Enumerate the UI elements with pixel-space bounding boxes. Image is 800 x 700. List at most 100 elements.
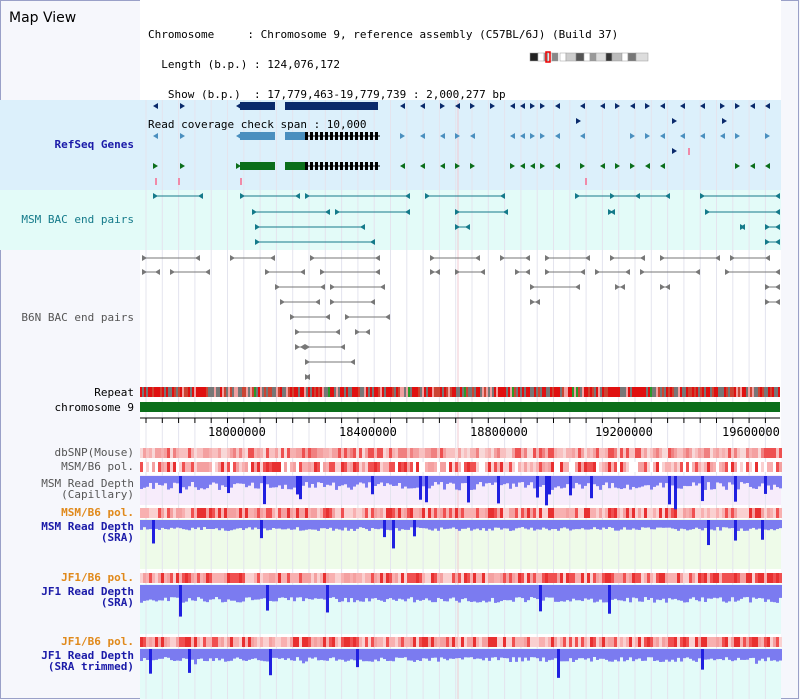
depth-bar-jf1-trim (320, 649, 323, 661)
pol-cell (311, 573, 314, 583)
snp-tick (585, 178, 587, 185)
repeat-segment (206, 387, 208, 397)
ideogram-band (627, 52, 637, 62)
gene-arrow (700, 103, 705, 109)
repeat-segment (660, 387, 662, 397)
track-label-refseq[interactable]: RefSeq Genes (54, 138, 134, 151)
depth-bar-jf1-sra (551, 585, 554, 598)
depth-bar-capillary (374, 476, 377, 486)
pol-cell (197, 462, 200, 472)
pol-cell (545, 508, 548, 518)
depth-bar-jf1-sra (302, 585, 305, 602)
dbsnp-cell (611, 448, 614, 458)
depth-bar-capillary (239, 476, 242, 484)
depth-bar-msm-sra (593, 520, 596, 528)
repeat-segment (224, 387, 226, 397)
dbsnp-cell (344, 448, 347, 458)
depth-bar-jf1-trim (230, 649, 233, 661)
depth-bar-jf1-trim (293, 649, 296, 661)
repeat-segment (176, 387, 178, 397)
depth-bar-msm-sra (485, 520, 488, 531)
dbsnp-cell (659, 448, 662, 458)
pol-cell (449, 637, 452, 647)
depth-bar-capillary (380, 476, 383, 483)
depth-bar-capillary (611, 476, 614, 484)
depth-bar-jf1-trim (752, 649, 755, 658)
gene-arrow (540, 163, 545, 169)
depth-bar-jf1-trim (632, 649, 635, 662)
repeat-segment (446, 387, 448, 397)
depth-bar-jf1-sra (197, 585, 200, 598)
pol-cell (629, 508, 632, 518)
gene-arrow (765, 299, 770, 305)
pol-cell (614, 637, 617, 647)
pol-cell (446, 637, 449, 647)
pol-cell (281, 462, 284, 472)
depth-bar-jf1-trim (248, 649, 251, 660)
gene-arrow (520, 163, 525, 169)
dbsnp-cell (374, 448, 377, 458)
depth-bar-jf1-trim (584, 649, 587, 660)
track-label-jf1-depth-sra: JF1 Read Depth (SRA) (41, 585, 134, 609)
repeat-segment (696, 387, 698, 397)
pol-cell (479, 508, 482, 518)
pol-cell (776, 462, 779, 472)
depth-bar-capillary (668, 476, 671, 505)
pol-cell (680, 462, 683, 472)
pol-cell (494, 573, 497, 583)
dbsnp-cell (473, 448, 476, 458)
pol-cell (428, 462, 431, 472)
repeat-segment (430, 387, 432, 397)
depth-bar-capillary (773, 476, 776, 485)
depth-bar-capillary (761, 476, 764, 484)
pol-cell (275, 637, 278, 647)
depth-bar-capillary (695, 476, 698, 486)
pol-cell (377, 573, 380, 583)
pol-cell (746, 508, 749, 518)
depth-bar-capillary (620, 476, 623, 490)
pol-cell (371, 573, 374, 583)
depth-bar-jf1-sra (182, 585, 185, 603)
pol-cell (692, 573, 695, 583)
gene-arrow (730, 255, 735, 261)
depth-bar-msm-sra (170, 520, 173, 528)
depth-bar-jf1-trim (188, 649, 191, 673)
pol-cell (161, 508, 164, 518)
repeat-segment (158, 387, 160, 397)
pol-cell (407, 462, 410, 472)
gene-arrow (620, 284, 625, 290)
pol-cell (449, 573, 452, 583)
pol-cell (611, 573, 614, 583)
repeat-segment (334, 387, 336, 397)
pol-cell (164, 508, 167, 518)
pol-cell (728, 637, 731, 647)
depth-bar-capillary (692, 476, 695, 483)
pol-cell (584, 573, 587, 583)
depth-bar-capillary (440, 476, 443, 483)
pol-cell (227, 462, 230, 472)
pol-cell (758, 462, 761, 472)
track-label-b6n-bac[interactable]: B6N BAC end pairs (21, 311, 134, 324)
pol-cell (467, 573, 470, 583)
depth-bar-jf1-trim (755, 649, 758, 664)
pol-cell (200, 462, 203, 472)
gene-arrow (520, 133, 525, 139)
depth-bar-jf1-sra (311, 585, 314, 600)
pol-cell (206, 508, 209, 518)
track-label-msm-bac[interactable]: MSM BAC end pairs (21, 213, 134, 226)
depth-bar-msm-sra (608, 520, 611, 528)
pol-cell (212, 508, 215, 518)
depth-bar-jf1-sra (338, 585, 341, 603)
dbsnp-cell (410, 448, 413, 458)
dbsnp-cell (665, 448, 668, 458)
dbsnp-cell (560, 448, 563, 458)
depth-bar-msm-sra (776, 520, 779, 530)
depth-bar-capillary (230, 476, 233, 488)
depth-bar-capillary (530, 476, 533, 483)
repeat-segment (440, 387, 442, 397)
depth-bar-msm-sra (494, 520, 497, 528)
axis-tick-label: 18000000 (208, 425, 266, 439)
depth-bar-capillary (155, 476, 158, 483)
pol-cell (575, 508, 578, 518)
